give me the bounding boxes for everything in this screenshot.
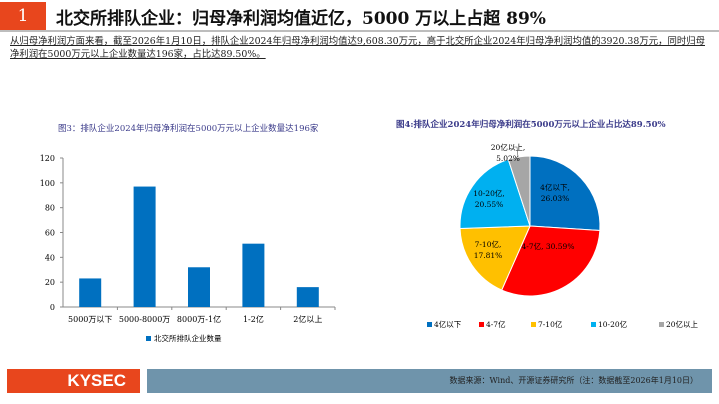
legend-swatch-20亿以上 bbox=[659, 322, 664, 327]
pie-pct: 26.03% bbox=[541, 194, 570, 203]
y-tick-label: 80 bbox=[45, 204, 55, 213]
x-tick-label: 2亿以上 bbox=[293, 314, 322, 324]
pie-pct: 5.02% bbox=[496, 154, 520, 163]
pie-slice-4亿以下 bbox=[529, 155, 601, 232]
x-tick-label: 8000万-1亿 bbox=[177, 314, 221, 324]
pie-slice-7-10亿 bbox=[459, 225, 531, 291]
bar-5000-8000万 bbox=[133, 186, 156, 307]
bar-chart-title: 图3：排队企业2024年归母净利润在5000万元以上企业数量达196家 bbox=[58, 124, 319, 134]
y-tick-label: 60 bbox=[45, 229, 55, 238]
pie-slice-4-7亿 bbox=[501, 225, 601, 297]
bar-8000万-1亿 bbox=[188, 267, 210, 307]
section-header: 1 北交所排队企业：归母净利润均值近亿，5000 万以上占超 89% bbox=[0, 0, 719, 32]
x-tick-label: 5000万以下 bbox=[68, 315, 112, 324]
legend-label: 4-7亿 bbox=[486, 319, 506, 329]
legend-label: 20亿以上 bbox=[666, 319, 699, 329]
data-source: 数据来源：Wind、开源证券研究所（注：数据截至2026年1月10日） bbox=[147, 369, 712, 393]
legend-swatch-4亿以下 bbox=[427, 322, 432, 327]
bar-2亿以上 bbox=[296, 287, 319, 307]
y-tick-label: 20 bbox=[45, 278, 55, 287]
x-tick-label: 5000-8000万 bbox=[119, 315, 170, 324]
summary-paragraph: 从归母净利润方面来看，截至2026年1月10日，排队企业2024年归母净利润均值… bbox=[10, 36, 705, 60]
legend-swatch-10-20亿 bbox=[591, 322, 596, 327]
bar-1-2亿 bbox=[242, 243, 265, 307]
pie-label: 10-20亿, bbox=[473, 188, 505, 198]
section-number: 1 bbox=[0, 2, 46, 30]
pie-slice-20亿以上 bbox=[507, 155, 531, 227]
pie-slice-10-20亿 bbox=[459, 158, 531, 230]
section-title: 北交所排队企业：归母净利润均值近亿，5000 万以上占超 89% bbox=[56, 9, 546, 29]
bar-5000万以下 bbox=[79, 278, 102, 307]
legend-swatch-4-7亿 bbox=[479, 322, 484, 327]
legend-swatch-7-10亿 bbox=[531, 322, 536, 327]
y-tick-label: 100 bbox=[40, 179, 55, 188]
legend-label: 北交所排队企业数量 bbox=[154, 333, 222, 343]
legend-label: 10-20亿 bbox=[598, 319, 628, 329]
pie-label: 4-7亿, 30.59% bbox=[522, 241, 575, 251]
pie-pct: 20.55% bbox=[475, 200, 504, 209]
legend-label: 7-10亿 bbox=[538, 319, 563, 329]
pie-pct: 17.81% bbox=[474, 251, 503, 260]
y-tick-label: 0 bbox=[50, 303, 55, 312]
pie-label: 4亿以下, bbox=[540, 182, 570, 192]
y-tick-label: 40 bbox=[45, 253, 55, 262]
pie-label: 7-10亿, bbox=[475, 239, 502, 249]
kysec-logo: KYSEC bbox=[7, 369, 140, 393]
x-tick-label: 1-2亿 bbox=[243, 314, 264, 324]
leader-line bbox=[513, 146, 519, 158]
pie-chart-title: 图4:排队企业2024年归母净利润在5000万元以上企业占比达89.50% bbox=[396, 120, 666, 130]
y-tick-label: 120 bbox=[40, 154, 55, 163]
pie-label: 20亿以上, bbox=[491, 142, 525, 152]
legend-label: 4亿以下 bbox=[434, 319, 462, 329]
legend-swatch bbox=[146, 336, 151, 341]
